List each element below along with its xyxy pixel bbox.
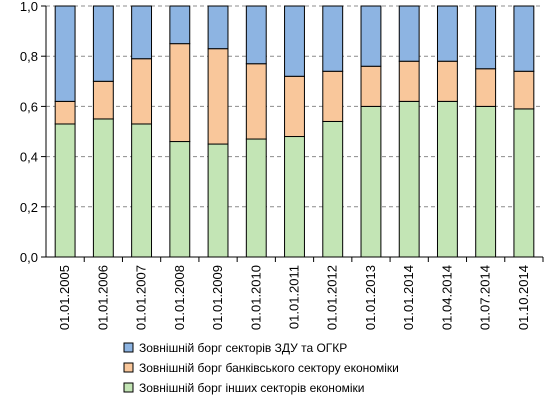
x-tick-label: 01.01.2007 [134, 265, 149, 330]
x-tick-label: 01.01.2011 [287, 265, 302, 329]
bar-segment [475, 105, 497, 258]
bar-segment [131, 123, 153, 258]
bar-segment [475, 5, 497, 70]
bar-segment [322, 70, 344, 122]
y-tick-label: 0,2 [20, 200, 38, 215]
y-tick-label: 0,8 [20, 49, 38, 64]
bar-segment [54, 5, 76, 102]
bars [54, 5, 535, 258]
bar-segment [513, 5, 535, 72]
x-tick-labels: 01.01.2005 01.01.2006 01.01.2007 01.01.2008… [57, 265, 531, 330]
bar-segment [92, 5, 114, 82]
x-tick-label: 01.01.2012 [325, 265, 340, 330]
y-tick-label: 1,0 [20, 0, 38, 14]
bar-segment [54, 100, 76, 125]
bar-segment [207, 48, 229, 145]
bar-segment [513, 70, 535, 110]
bar-segment [92, 80, 114, 120]
bar-segment [475, 68, 497, 107]
x-tick-label: 01.01.2014 [401, 265, 416, 330]
x-tick-label: 01.01.2006 [95, 265, 110, 330]
bar-segment [284, 75, 305, 138]
y-tick-label: 0,4 [20, 150, 38, 165]
legend-label: Зовнішній борг інших секторів економіки [139, 381, 364, 395]
x-tick-label: 01.10.2014 [516, 265, 531, 330]
bar-segment [513, 108, 535, 258]
x-tick-label: 01.01.2013 [363, 265, 378, 330]
bar-segment [398, 60, 420, 102]
bar-segment [245, 138, 267, 258]
bar-segment [207, 5, 229, 50]
bar-segment [322, 120, 344, 258]
bar-segment [360, 5, 382, 67]
legend-label: Зовнішній борг секторів ЗДУ та ОГКР [139, 341, 347, 355]
bar-segment [322, 5, 344, 72]
x-tick-label: 01.07.2014 [478, 265, 493, 330]
bar-segment [398, 100, 420, 258]
bar-segment [398, 5, 420, 62]
legend-swatch [123, 342, 134, 353]
y-tick-label: 0,0 [20, 250, 38, 265]
bar-segment [245, 63, 267, 140]
bar-segment [92, 118, 114, 258]
bar-segment [54, 123, 76, 258]
bar-segment [284, 136, 305, 258]
bar-segment [360, 105, 382, 258]
bar-segment [284, 5, 305, 77]
bar-segment [131, 5, 153, 60]
legend-swatch [123, 362, 134, 373]
legend: Зовнішній борг секторів ЗДУ та ОГКР Зовні… [123, 341, 399, 395]
y-tick-label: 0,6 [20, 99, 38, 114]
bar-segment [169, 141, 191, 258]
legend-swatch [123, 382, 134, 393]
bar-segment [169, 43, 191, 143]
bar-segment [207, 143, 229, 258]
bar-segment [436, 100, 458, 258]
axes [41, 5, 544, 262]
bar-segment [360, 65, 382, 107]
x-tick-label: 01.01.2008 [172, 265, 187, 330]
x-tick-label: 01.01.2010 [248, 265, 263, 330]
bar-segment [436, 5, 458, 62]
bar-segment [245, 5, 267, 65]
bar-segment [169, 5, 191, 45]
legend-label: Зовнішній борг банківського сектору екон… [139, 361, 399, 375]
bar-segment [131, 58, 153, 125]
x-tick-label: 01.01.2005 [57, 265, 72, 330]
y-tick-labels: 0,0 0,2 0,4 0,6 0,8 1,0 [20, 0, 38, 265]
x-tick-label: 01.01.2009 [210, 265, 225, 330]
bar-segment [436, 60, 458, 102]
x-tick-label: 01.04.2014 [439, 265, 454, 330]
